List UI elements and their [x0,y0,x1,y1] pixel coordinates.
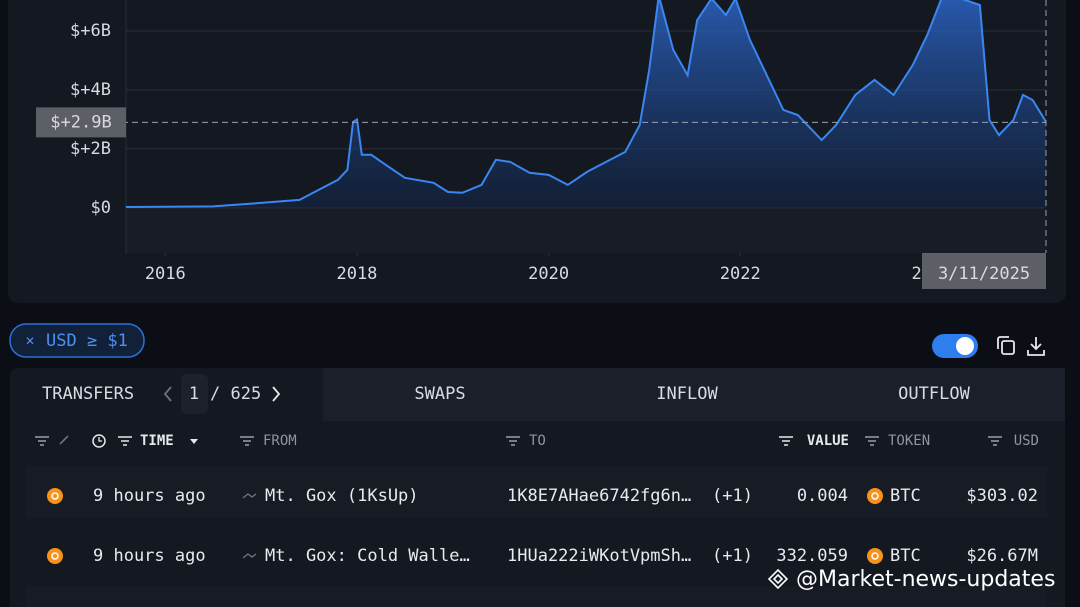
token-icon-inner [871,552,879,560]
toggle-knob [956,337,974,355]
from[interactable]: Mt. Gox: Cold Walle… [265,546,470,566]
cursor-x-box [922,253,1046,289]
btc-icon [47,488,63,504]
column-header[interactable]: TIME [140,433,174,449]
cursor-y-box [36,107,126,138]
token-icon [867,548,883,564]
time[interactable]: 9 hours ago [93,546,206,566]
token: BTC [890,546,921,566]
copy-icon[interactable] [997,336,1015,355]
to-extra: (+1) [712,546,753,566]
btc-icon-inner [51,492,59,500]
token-icon-inner [871,492,879,500]
usd: $303.02 [966,486,1038,506]
time[interactable]: 9 hours ago [93,486,206,506]
clock-icon [92,434,106,448]
to[interactable]: 1HUa222iWKotVpmSh… [507,546,691,566]
to-extra: (+1) [712,486,753,506]
page-total: / 625 [210,384,261,404]
column-header: TO [529,433,546,449]
y-tick-label: $+2B [70,139,111,159]
chip-close[interactable]: × [25,332,34,350]
filter-chip[interactable] [9,323,145,358]
cursor-y-label: $+2.9B [50,112,111,132]
plot-lower [126,208,1046,253]
filter-icons[interactable] [35,436,1002,446]
usd: $26.67M [966,546,1038,566]
next-page[interactable] [272,386,281,402]
sort-caret[interactable] [190,439,198,444]
token-icon [867,488,883,504]
value: 332.059 [776,546,848,566]
chart: $0$+2B$+4B$+6B20162018202020222024$+2.9B… [36,0,1047,289]
y-tick-label: $+6B [70,21,111,41]
page-box[interactable] [181,374,208,414]
watermark: @Market-news-updates [796,567,1055,592]
to[interactable]: 1K8E7AHae6742fg6n… [507,486,691,506]
token: BTC [890,486,921,506]
column-header: USD [1014,433,1039,449]
tab[interactable]: SWAPS [414,384,465,404]
download-icon[interactable] [1027,337,1045,356]
from[interactable]: Mt. Gox (1KsUp) [265,486,419,506]
tab[interactable]: INFLOW [656,384,718,404]
row-partial [26,586,1047,607]
column-header: FROM [263,433,297,449]
watermark-icon [767,568,789,590]
area [126,0,1046,208]
from-arrow [242,553,257,559]
y-tick-label: $+4B [70,80,111,100]
x-tick-label: 2020 [528,264,569,284]
y-tick-label: $0 [91,198,111,218]
table-rows: 9 hours ago Mt. Gox (1KsUp) 1K8E7AHae6742f… [26,466,1047,578]
filter-label: USD ≥ $1 [46,331,128,351]
link-icon [59,435,69,445]
tab[interactable]: OUTFLOW [898,384,970,404]
value: 0.004 [797,486,848,506]
btc-icon-inner [51,552,59,560]
plot-area [126,0,1046,208]
from-arrow [242,493,257,499]
prev-page[interactable] [163,386,172,402]
btc-icon [47,548,63,564]
x-tick-label: 2016 [145,264,186,284]
column-header[interactable]: VALUE [807,433,849,449]
line [126,0,1046,208]
clock-hands [98,437,102,442]
cursor-x-label: 3/11/2025 [938,264,1030,284]
tab-bar [323,368,1065,421]
x-tick-label: 2022 [720,264,761,284]
tab[interactable]: TRANSFERS [42,384,134,404]
column-header: TOKEN [888,433,930,449]
x-tick-label: 2018 [336,264,377,284]
page-number: 1 [189,384,199,404]
